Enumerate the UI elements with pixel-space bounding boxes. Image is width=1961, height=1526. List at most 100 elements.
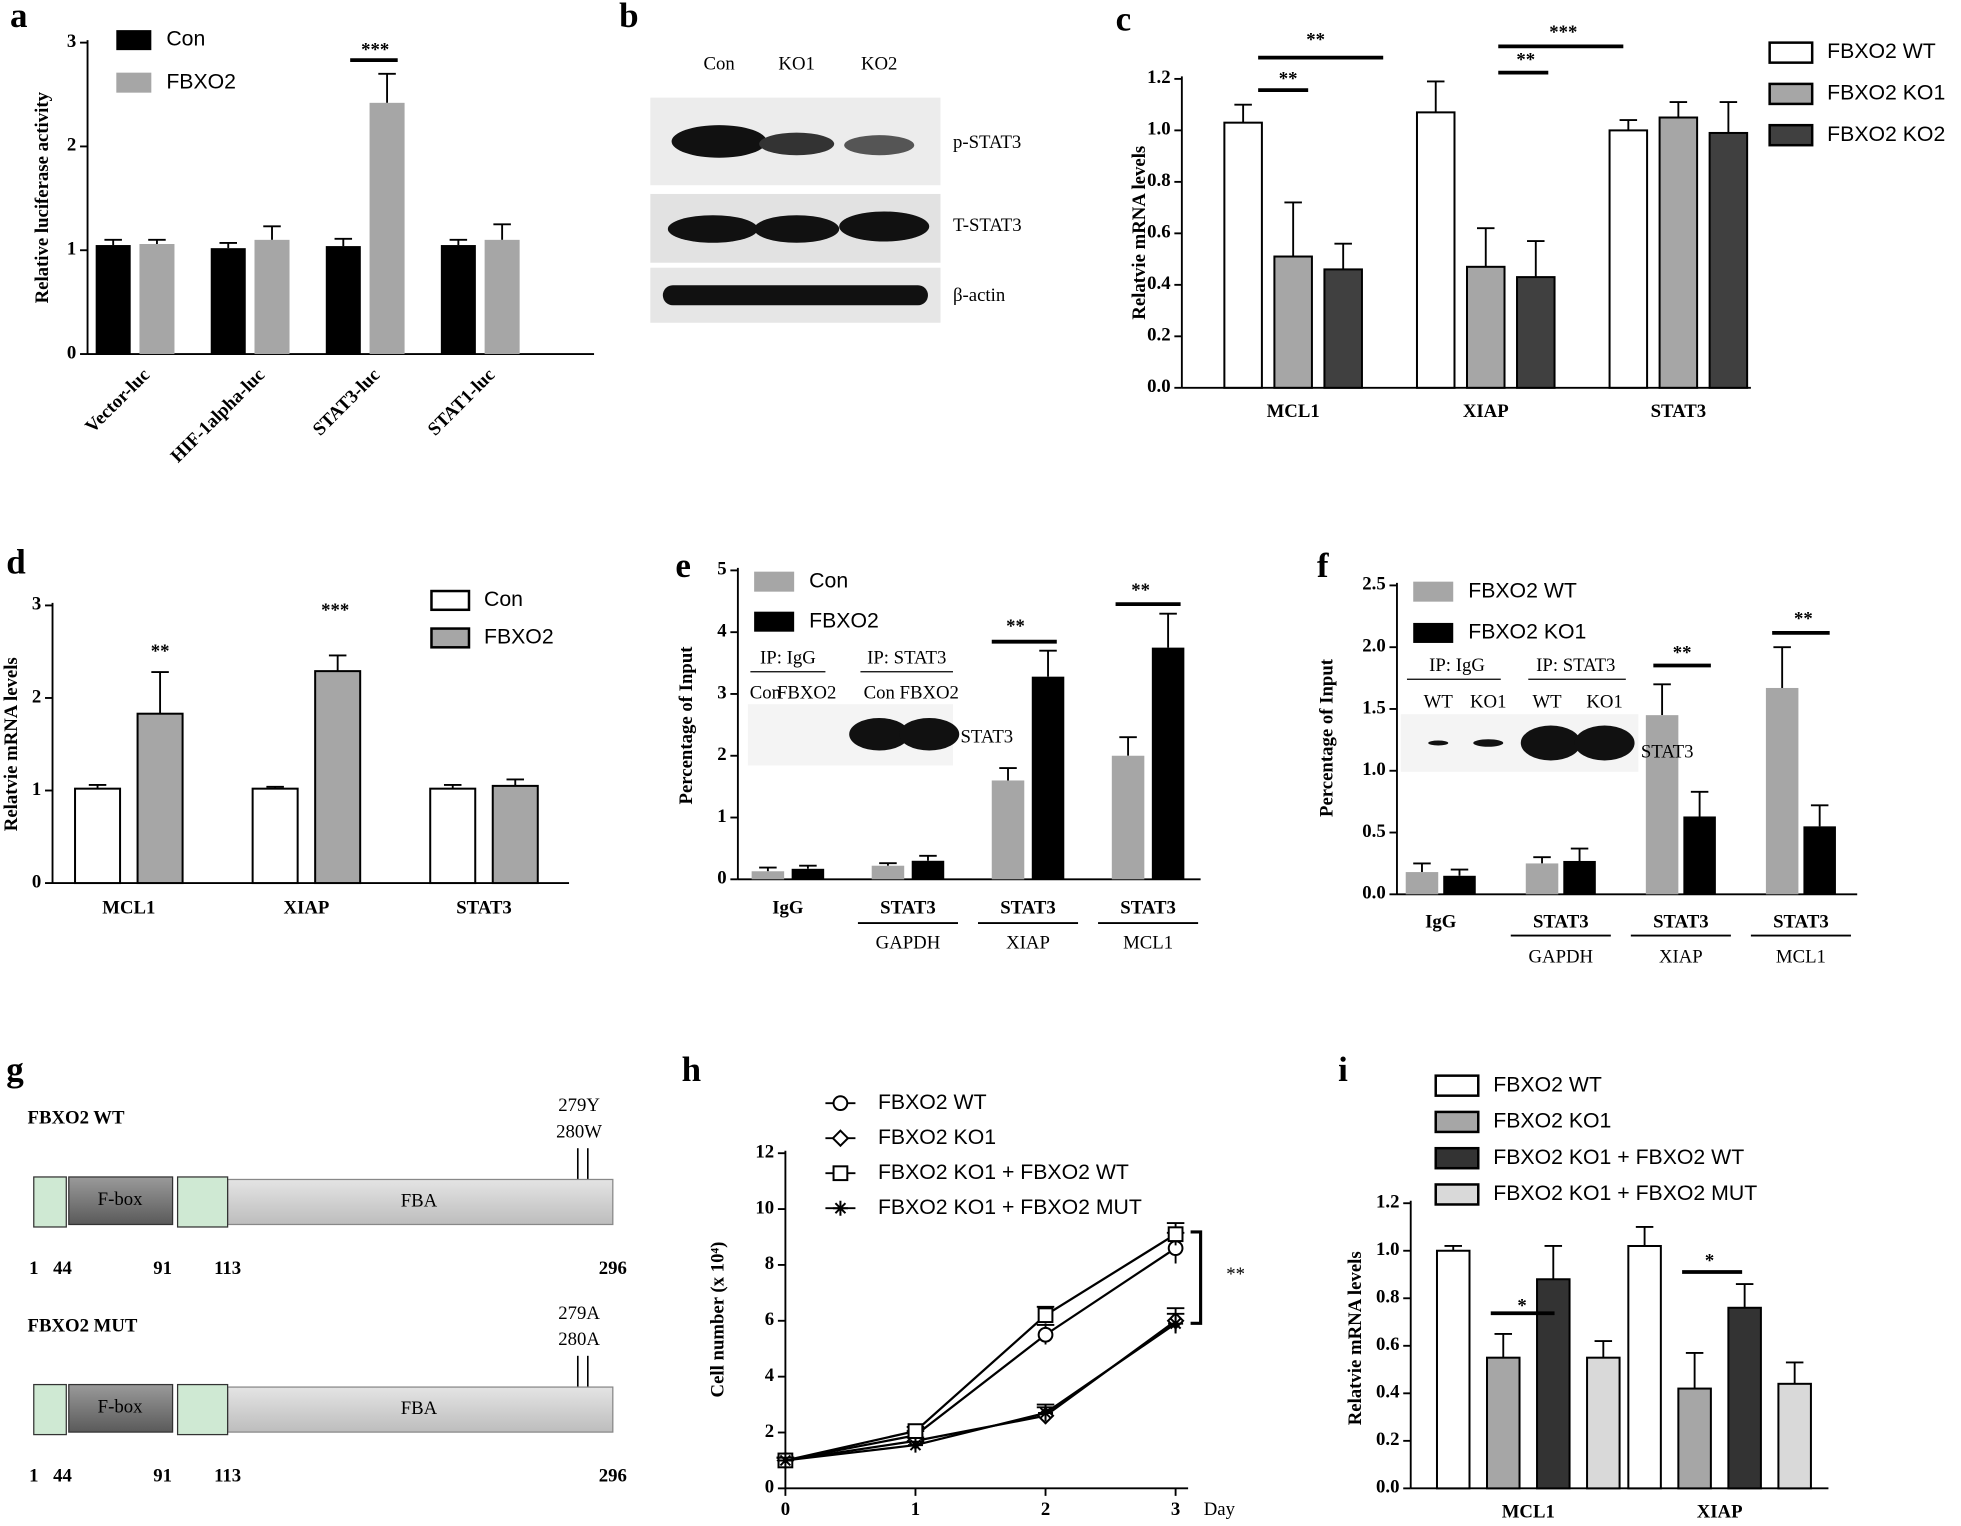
domain-label: FBA (401, 1190, 438, 1211)
panel-label: a (10, 0, 28, 35)
significance: *** (1549, 22, 1577, 43)
significance: ** (1006, 616, 1025, 637)
error-bar (1785, 1361, 1804, 1384)
bar (491, 784, 539, 885)
error-bar (1810, 804, 1829, 827)
y-tick-label: 1.2 (1376, 1192, 1399, 1213)
lane-label: Con (703, 53, 735, 74)
position-label: 113 (214, 1258, 241, 1279)
legend-label: FBXO2 WT (1827, 39, 1936, 63)
legend-swatch (1768, 82, 1814, 106)
x-sublabel: XIAP (1659, 946, 1703, 967)
x-tick-label: STAT3 (1000, 898, 1056, 919)
legend-swatch (116, 72, 152, 93)
bar (139, 244, 175, 355)
domain-label: F-box (98, 1189, 143, 1210)
row-label: β-actin (953, 285, 1006, 306)
bar (1677, 1387, 1712, 1490)
x-tick-label: XIAP (1697, 1502, 1743, 1523)
x-tick-label: STAT1-luc (424, 365, 500, 441)
y-tick-label: 0 (765, 1477, 774, 1498)
y-tick-label: 0 (67, 342, 76, 363)
legend-label: FBXO2 KO1 (1493, 1109, 1611, 1133)
y-tick-label: 12 (755, 1141, 774, 1162)
western-blot (650, 97, 941, 323)
bar (1031, 676, 1065, 880)
legend-label: FBXO2 KO1 + FBXO2 MUT (1493, 1181, 1757, 1205)
bar (1727, 1306, 1762, 1490)
bar (1608, 129, 1649, 389)
significance: ** (1516, 50, 1535, 71)
x-tick-label: HIF-1alpha-luc (167, 365, 270, 468)
legend-swatch (1768, 41, 1814, 64)
band (662, 285, 928, 306)
site-label: 280A (558, 1329, 600, 1350)
domain (33, 1176, 67, 1228)
inset-lane: KO1 (1470, 691, 1506, 712)
error-bar (1719, 101, 1738, 133)
site-label: 279A (558, 1303, 600, 1324)
bar (1708, 131, 1749, 389)
legend-swatch (430, 627, 471, 649)
legend-label: Con (166, 27, 205, 51)
y-tick-label: 0 (32, 871, 41, 892)
bar (1627, 1244, 1662, 1490)
bar (1435, 1249, 1471, 1490)
x-tick-label: 3 (1171, 1499, 1180, 1520)
x-sublabel: MCL1 (1123, 933, 1173, 954)
legend-swatch (1434, 1074, 1480, 1097)
bar (1525, 863, 1559, 895)
bar (1765, 687, 1799, 895)
error-bar (1685, 1351, 1704, 1389)
y-tick-label: 3 (717, 682, 726, 703)
y-tick-label: 0.6 (1147, 222, 1170, 243)
error-bar (1533, 856, 1551, 864)
inset-lane: Con (750, 683, 782, 704)
marker (907, 1437, 923, 1453)
significance: *** (361, 40, 389, 61)
y-tick-label: 2 (32, 686, 41, 707)
legend-marker (831, 1129, 850, 1148)
legend-swatch (1768, 123, 1814, 147)
error-bar (506, 778, 525, 786)
error-bar (1635, 1226, 1654, 1246)
x-tick-label: MCL1 (1267, 401, 1320, 422)
panel-label: f (1317, 546, 1329, 585)
y-tick-label: 4 (765, 1365, 775, 1386)
y-tick-label: 0.2 (1147, 325, 1170, 346)
error-bar (1494, 1332, 1513, 1358)
y-tick-label: 2.0 (1362, 635, 1385, 656)
bar (1465, 265, 1506, 389)
bar (1111, 755, 1145, 880)
significance: ** (151, 641, 170, 662)
x-tick-label: IgG (1425, 911, 1457, 932)
significance: *** (321, 600, 349, 621)
domain (176, 1383, 229, 1436)
y-tick-label: 1 (67, 239, 76, 260)
legend-swatch (1434, 1183, 1480, 1206)
panel-label: b (619, 0, 638, 35)
y-axis-label: Percentage of Input (1316, 658, 1337, 817)
bar (791, 868, 825, 880)
y-tick-label: 0.0 (1362, 883, 1385, 904)
legend-swatch (430, 589, 471, 612)
error-bar (1773, 646, 1791, 688)
bar (1563, 860, 1596, 895)
bar (1516, 276, 1556, 389)
site-label: 279Y (558, 1095, 600, 1116)
y-tick-label: 5 (717, 559, 726, 580)
x-tick-label: IgG (772, 898, 804, 919)
legend-label: Con (809, 568, 848, 592)
y-tick-label: 8 (765, 1253, 774, 1274)
legend-label: FBXO2 (809, 608, 879, 632)
error-bar (1669, 101, 1688, 118)
error-bar (919, 854, 937, 861)
error-bar (493, 223, 511, 240)
y-tick-label: 0.4 (1147, 273, 1171, 294)
bar (74, 787, 122, 885)
domain-label: FBA (401, 1398, 438, 1419)
bar (484, 239, 520, 355)
band (1520, 725, 1581, 761)
error-bar (1594, 1340, 1613, 1358)
band (671, 125, 767, 158)
